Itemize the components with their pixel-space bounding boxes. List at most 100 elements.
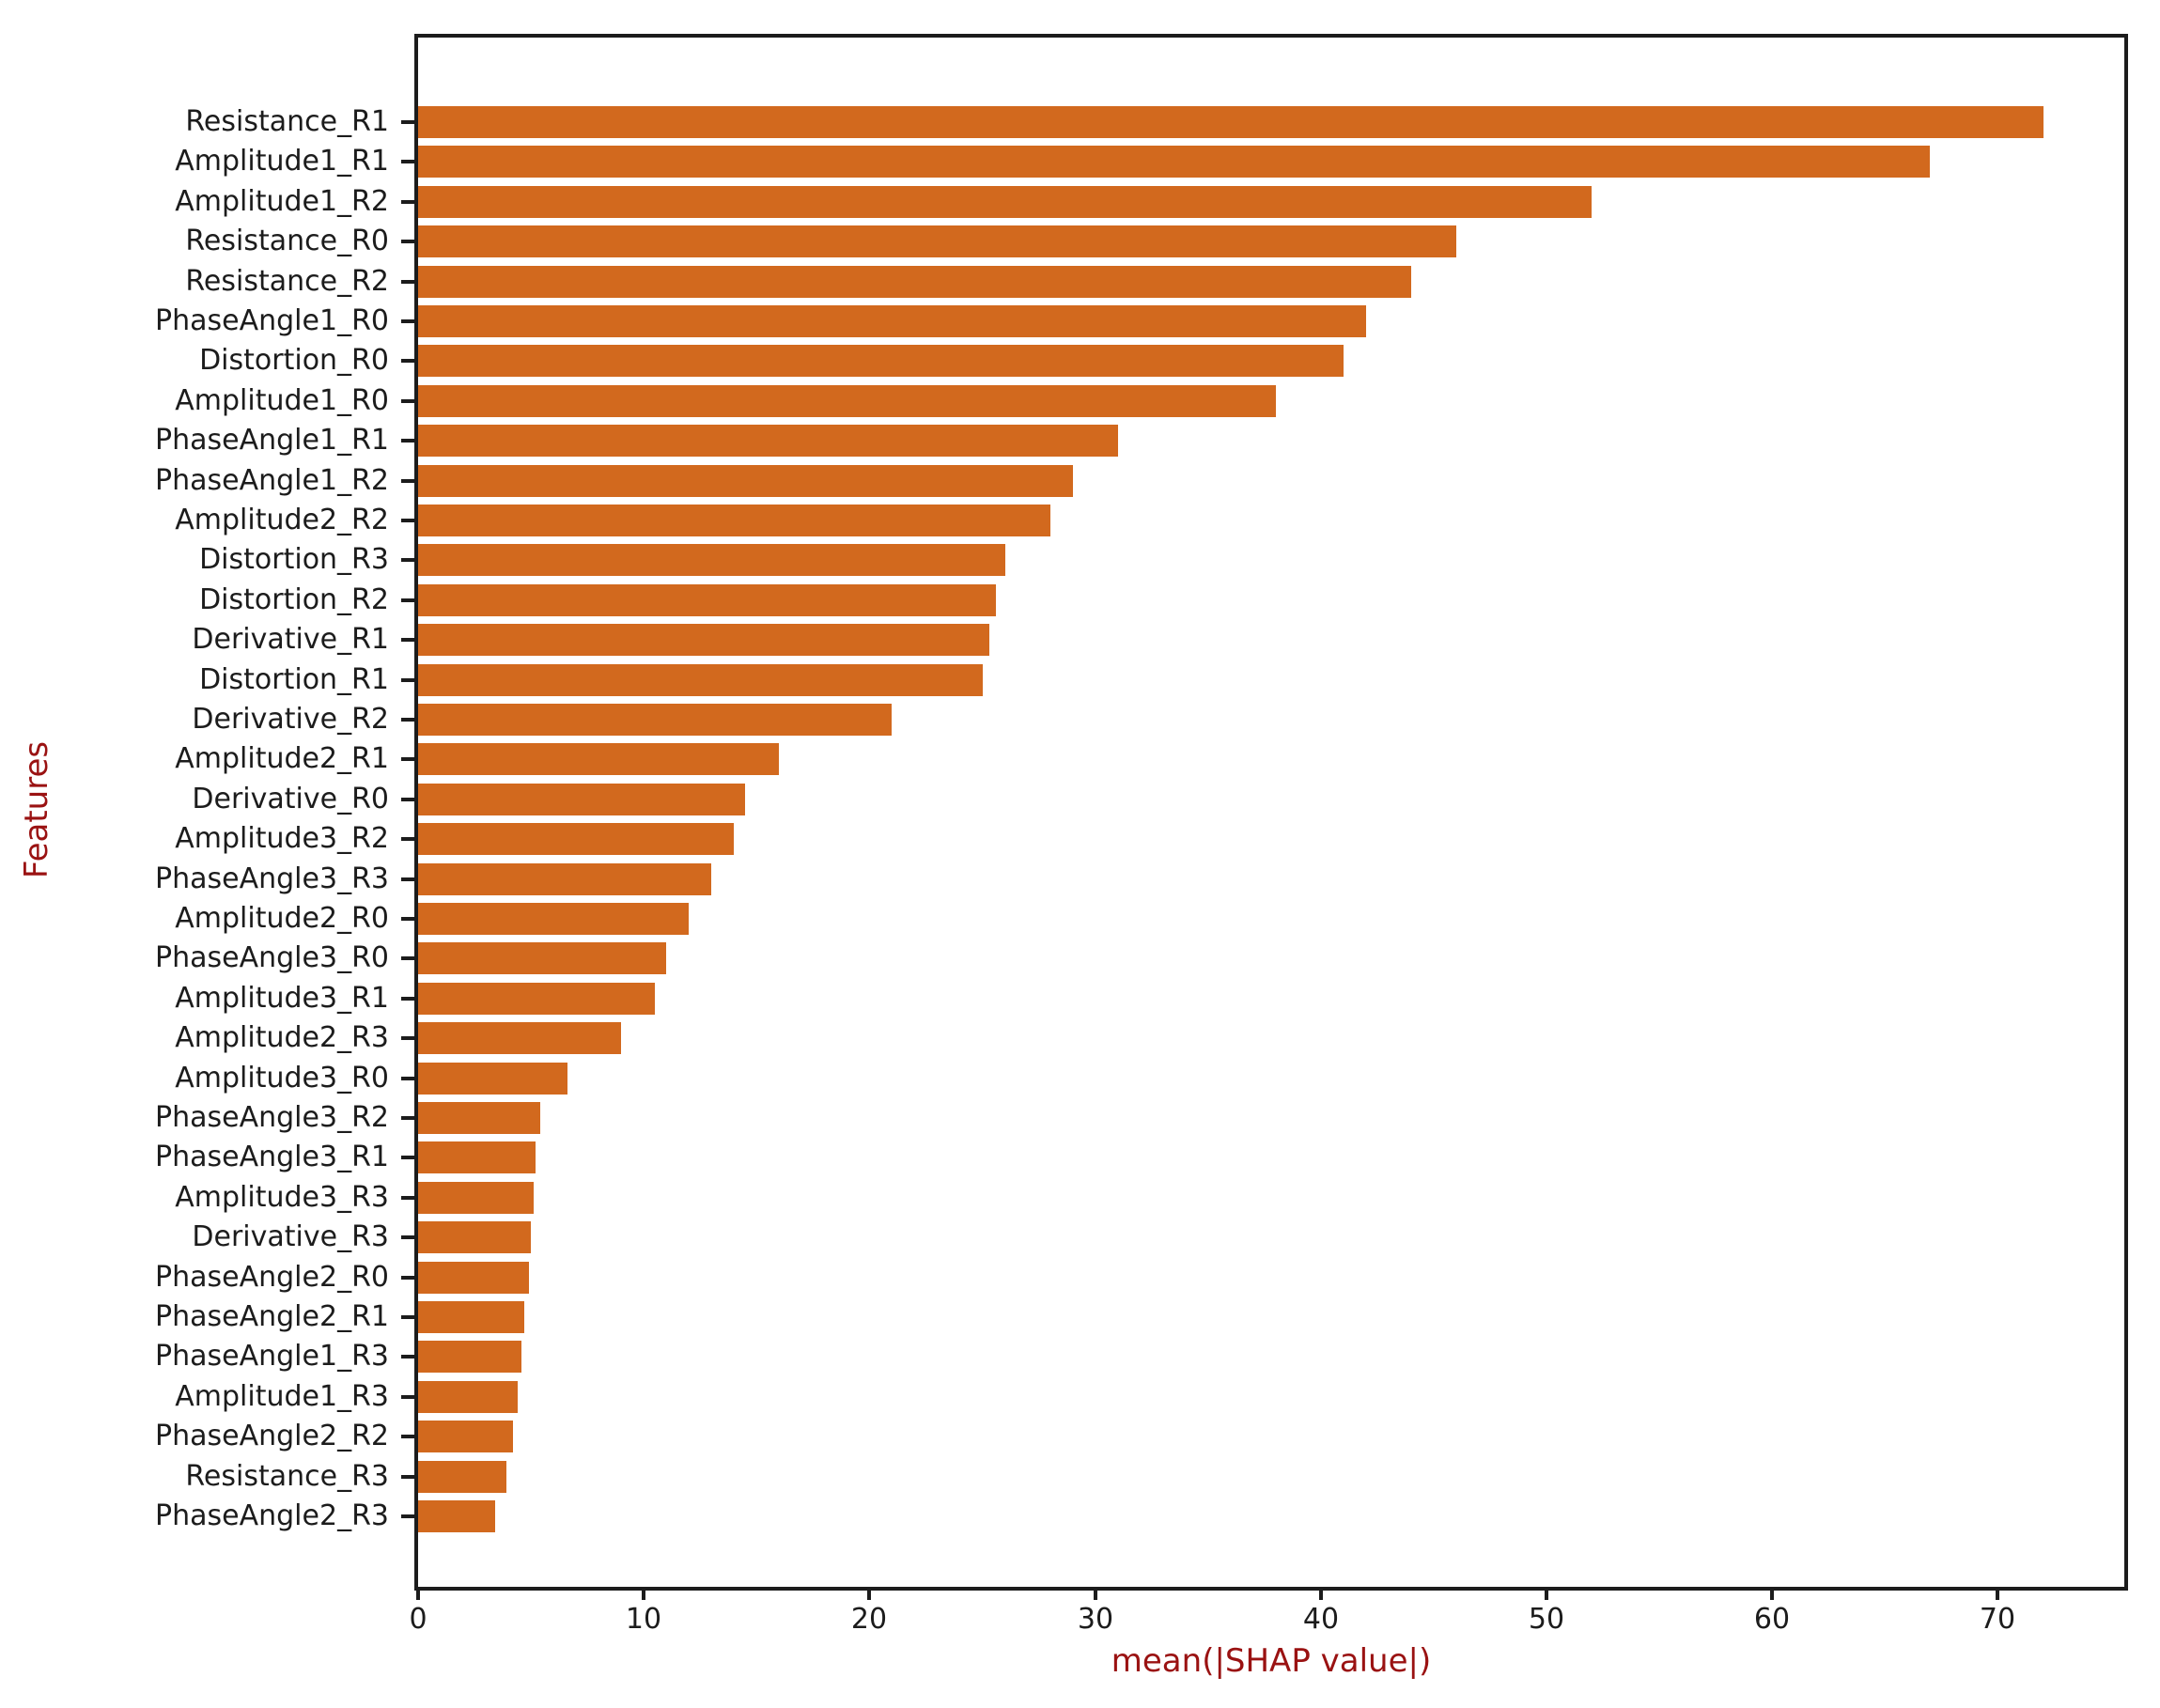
y-tick	[401, 120, 416, 124]
bar	[418, 505, 1050, 536]
x-tick-label: 30	[1077, 1603, 1114, 1636]
x-tick-label: 50	[1528, 1603, 1565, 1636]
bar	[418, 106, 2043, 138]
category-label: PhaseAngle2_R1	[155, 1300, 389, 1333]
x-tick-label: 20	[850, 1603, 888, 1636]
bar	[418, 1182, 534, 1214]
bar	[418, 1022, 621, 1054]
category-label: Amplitude3_R3	[175, 1181, 389, 1214]
category-label: PhaseAngle3_R3	[155, 862, 389, 895]
y-tick	[401, 319, 416, 323]
y-tick	[401, 240, 416, 243]
category-label: Amplitude2_R0	[175, 902, 389, 935]
category-label: Amplitude3_R1	[175, 982, 389, 1015]
bar	[418, 1381, 518, 1413]
bar	[418, 743, 779, 775]
x-tick	[642, 1587, 645, 1600]
bar	[418, 942, 666, 974]
y-tick	[401, 638, 416, 642]
y-tick	[401, 479, 416, 483]
y-tick	[401, 439, 416, 443]
x-tick	[1545, 1587, 1548, 1600]
y-tick	[401, 598, 416, 602]
x-axis-label: mean(|SHAP value|)	[1111, 1642, 1432, 1680]
bar	[418, 1341, 521, 1373]
y-tick	[401, 359, 416, 363]
category-label: PhaseAngle3_R2	[155, 1101, 389, 1134]
category-label: Derivative_R2	[192, 703, 389, 736]
category-label: Resistance_R1	[185, 105, 389, 138]
category-label: Distortion_R0	[199, 344, 389, 377]
bar	[418, 266, 1411, 298]
x-tick	[1094, 1587, 1097, 1600]
category-label: Amplitude1_R1	[175, 145, 389, 178]
y-tick	[401, 837, 416, 841]
x-tick	[1319, 1587, 1323, 1600]
x-tick-label: 70	[1979, 1603, 2016, 1636]
y-tick	[401, 678, 416, 682]
x-tick-label: 40	[1302, 1603, 1340, 1636]
category-label: PhaseAngle1_R0	[155, 304, 389, 337]
bar	[418, 385, 1276, 417]
category-label: Derivative_R0	[192, 783, 389, 815]
bar	[418, 1461, 506, 1493]
category-label: PhaseAngle3_R1	[155, 1141, 389, 1173]
category-label: Amplitude1_R2	[175, 185, 389, 218]
bar	[418, 1262, 529, 1294]
bar	[418, 1500, 495, 1532]
y-tick	[401, 399, 416, 403]
y-tick	[401, 1355, 416, 1359]
bar	[418, 624, 989, 656]
y-tick	[401, 877, 416, 881]
category-label: PhaseAngle3_R0	[155, 941, 389, 974]
y-tick	[401, 558, 416, 562]
bar	[418, 1221, 531, 1253]
category-label: PhaseAngle2_R0	[155, 1261, 389, 1294]
y-tick	[401, 1156, 416, 1159]
bar	[418, 1063, 567, 1095]
bar	[418, 465, 1073, 497]
category-label: Amplitude3_R0	[175, 1062, 389, 1095]
y-tick	[401, 956, 416, 960]
y-tick	[401, 280, 416, 284]
y-tick	[401, 1116, 416, 1120]
bar	[418, 1102, 540, 1134]
y-tick	[401, 718, 416, 722]
x-tick	[867, 1587, 871, 1600]
category-label: PhaseAngle1_R1	[155, 424, 389, 457]
bar	[418, 983, 655, 1015]
y-tick	[401, 917, 416, 921]
category-label: Distortion_R3	[199, 543, 389, 576]
y-axis-label: Features	[18, 740, 55, 879]
category-label: Derivative_R1	[192, 623, 389, 656]
bar	[418, 544, 1005, 576]
bar	[418, 903, 689, 935]
bar	[418, 1141, 536, 1173]
y-tick	[401, 1395, 416, 1399]
category-label: Distortion_R2	[199, 583, 389, 616]
y-tick	[401, 1036, 416, 1040]
y-tick	[401, 1514, 416, 1518]
y-tick	[401, 1315, 416, 1319]
y-tick	[401, 519, 416, 522]
category-label: Resistance_R3	[185, 1460, 389, 1493]
bar	[418, 1301, 524, 1333]
x-tick	[416, 1587, 420, 1600]
y-tick	[401, 997, 416, 1001]
y-tick	[401, 1235, 416, 1239]
category-label: Amplitude2_R1	[175, 742, 389, 775]
category-label: Resistance_R0	[185, 225, 389, 257]
y-tick	[401, 1435, 416, 1438]
category-label: PhaseAngle1_R3	[155, 1340, 389, 1373]
category-label: Amplitude3_R2	[175, 822, 389, 855]
bar	[418, 345, 1344, 377]
category-label: PhaseAngle1_R2	[155, 464, 389, 497]
bar	[418, 584, 996, 616]
category-label: Amplitude2_R2	[175, 504, 389, 536]
y-tick	[401, 1276, 416, 1280]
x-tick	[1770, 1587, 1774, 1600]
category-label: Derivative_R3	[192, 1220, 389, 1253]
category-label: PhaseAngle2_R3	[155, 1499, 389, 1532]
x-tick-label: 10	[625, 1603, 662, 1636]
y-tick	[401, 1077, 416, 1080]
